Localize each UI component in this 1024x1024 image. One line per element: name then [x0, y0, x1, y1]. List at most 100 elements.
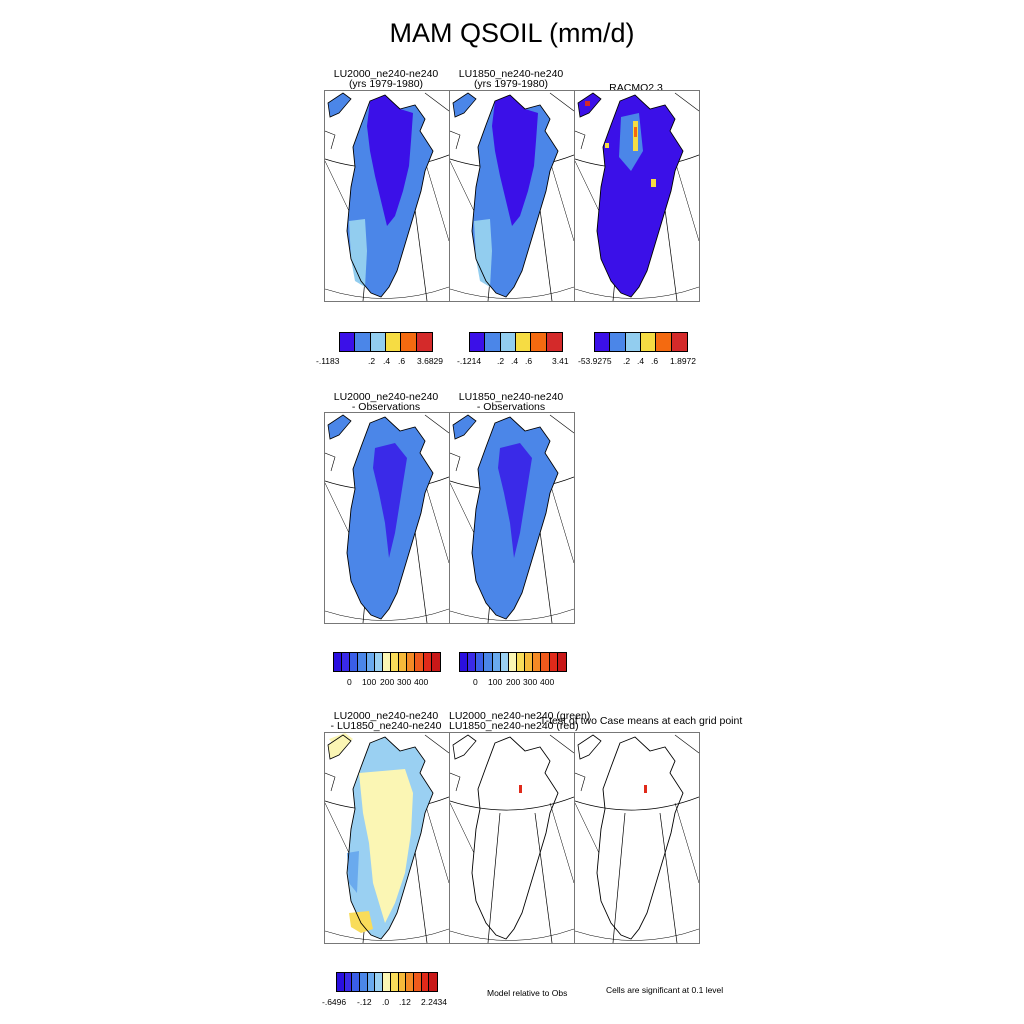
colorbar-label: 100 [362, 677, 377, 687]
latitude-line [450, 928, 574, 941]
coastline [327, 734, 352, 760]
colorbar-swatch [352, 973, 361, 991]
colorbar-swatch [549, 653, 558, 671]
panel-title-line1: LU2000_ne240-ne240 [333, 710, 439, 722]
coastline [577, 734, 602, 760]
colorbar-swatch [531, 333, 547, 351]
colorbar-swatch [421, 973, 430, 991]
panel-title-lu2000-obs: LU2000_ne240-ne240 - Observations [324, 392, 448, 413]
panel-title-line2: LU1850_ne240-ne240 (red) [449, 720, 579, 732]
note-model-relative: Model relative to Obs [487, 988, 568, 998]
panel-title-line1: RACMO2.3 [609, 82, 663, 94]
colorbar-swatch [367, 973, 376, 991]
map-panel-lu2000 [324, 90, 450, 302]
latitude-line [450, 286, 574, 299]
map-svg [575, 92, 699, 301]
peak-field [651, 179, 656, 187]
panel-title-line1: LU2000_ne240-ne240 (green) [449, 710, 591, 722]
coastline [575, 772, 586, 792]
colorbar-swatch [460, 653, 469, 671]
colorbar-swatch [334, 653, 343, 671]
colorbar-swatch [360, 973, 368, 991]
colorbar-swatch [375, 973, 384, 991]
coastline [327, 414, 352, 440]
coastline [471, 94, 559, 298]
panel-title-racmo: RACMO2.3 [574, 82, 698, 94]
coastline [424, 414, 449, 434]
colorbar-label: -53.9275 [578, 356, 612, 366]
colorbar-lu2000 [339, 332, 433, 352]
coastline [549, 414, 574, 434]
ellesmere-field [328, 93, 351, 117]
ice-sheet-field [597, 95, 683, 297]
colorbar-swatch [468, 653, 477, 671]
interior-field [373, 443, 407, 558]
coastline [346, 94, 434, 298]
colorbar-swatch [416, 333, 432, 351]
longitude-line [450, 482, 475, 534]
colorbar-label: 3.6829 [417, 356, 443, 366]
colorbar-label: -.12 [357, 997, 372, 1007]
ellesmere-field [453, 93, 476, 117]
colorbar-swatch [398, 973, 407, 991]
coastline [346, 736, 434, 940]
colorbar-label: 300 [397, 677, 412, 687]
ellesmere-field [328, 415, 351, 439]
coastline [325, 130, 336, 150]
coastline [471, 736, 559, 940]
colorbar-label: -.1183 [316, 356, 340, 366]
panel-title-line2: (yrs 1979-1980) [348, 78, 424, 90]
colorbar-label: 200 [506, 677, 521, 687]
map-svg [325, 414, 449, 623]
coastline [424, 734, 449, 754]
panel-title-green-red: LU2000_ne240-ne240 (green) LU1850_ne240-… [449, 710, 591, 732]
peak-core [634, 127, 637, 137]
colorbar-swatch [525, 653, 534, 671]
colorbar-label: 0 [473, 677, 478, 687]
colorbar-label: .0 [382, 997, 390, 1007]
colorbar-label: -.1214 [457, 356, 482, 366]
colorbar-swatch [337, 973, 345, 991]
panel-title-lu1850-obs: LU1850_ne240-ne240 - Observations [449, 391, 573, 413]
coastline [450, 452, 461, 472]
colorbar-swatch [370, 333, 386, 351]
colorbar-swatch [423, 653, 432, 671]
coastline [450, 772, 461, 792]
panel-title-line1: T-test of two Case means at each grid po… [539, 715, 743, 727]
colorbar-swatch [476, 653, 485, 671]
longitude-line [534, 812, 553, 943]
map-svg [450, 414, 574, 623]
colorbar-label: 0 [347, 677, 352, 687]
colorbar-label: .4 [511, 356, 519, 366]
colorbar-swatch [500, 333, 516, 351]
map-svg [325, 733, 449, 943]
colorbar-swatch [342, 653, 351, 671]
colorbar-swatch [385, 333, 402, 351]
colorbar-label: 400 [414, 677, 429, 687]
colorbar-swatch [340, 333, 356, 351]
colorbar-swatch [390, 653, 400, 671]
colorbar-lu1850-obs [459, 652, 567, 672]
colorbar-label: .6 [651, 356, 659, 366]
colorbar-swatch [557, 653, 566, 671]
panel-title-line1: LU1850_ne240-ne240 [458, 391, 564, 403]
negative-field [347, 851, 359, 893]
longitude-line [549, 160, 574, 242]
map-panel-lu2000-obs [324, 412, 450, 624]
colorbar-label: .2 [497, 356, 505, 366]
interior-field [492, 95, 538, 226]
interior-field [498, 443, 532, 558]
latitude-line [325, 286, 449, 299]
colorbar-racmo [594, 332, 688, 352]
colorbar-swatch [406, 973, 414, 991]
longitude-line [612, 812, 626, 943]
colorbar-swatch [407, 653, 416, 671]
colorbar-swatch [470, 333, 486, 351]
longitude-line [325, 482, 350, 534]
colorbar-lu1850 [469, 332, 563, 352]
colorbar-label: 200 [380, 677, 395, 687]
coastline [471, 416, 559, 620]
colorbar-label: .6 [398, 356, 406, 366]
map-panel-lu1850-obs [449, 412, 575, 624]
panel-title-ttest: T-test of two Case means at each grid po… [516, 715, 766, 727]
